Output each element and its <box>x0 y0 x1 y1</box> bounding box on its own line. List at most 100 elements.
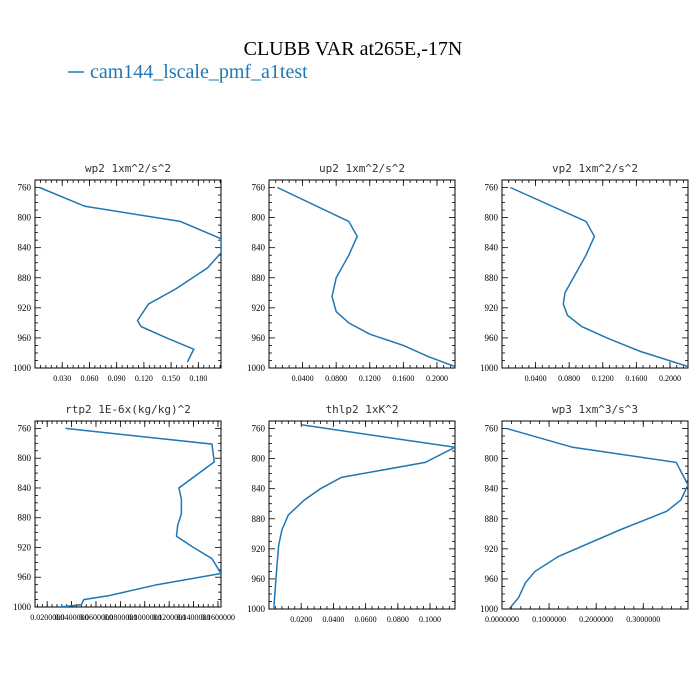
y-tick-label: 880 <box>485 514 499 524</box>
y-tick-label: 800 <box>252 454 266 464</box>
y-tick-label: 960 <box>18 333 32 343</box>
x-tick-label: 0.1400000 <box>177 613 211 622</box>
x-tick-label: 0.0200000 <box>30 613 64 622</box>
x-tick-label: 0.3000000 <box>626 615 660 624</box>
x-tick-label: 0.0400 <box>322 615 344 624</box>
panel-4: rtp2 1E-6x(kg/kg)^2 760 800 840 880 920 960 100… <box>13 403 235 622</box>
series-line <box>510 186 688 368</box>
y-tick-label: 880 <box>485 273 499 283</box>
x-tick-label: 0.120 <box>135 374 153 383</box>
y-tick-label: 800 <box>485 454 499 464</box>
series-line <box>39 186 221 363</box>
panel-3: vp2 1xm^2/s^2 760 800 840 880 920 960 1000 0.040… <box>480 162 689 383</box>
x-tick-label: 0.150 <box>162 374 180 383</box>
y-tick-label: 840 <box>485 243 499 253</box>
y-tick-label: 840 <box>252 243 266 253</box>
y-tick-label: 760 <box>485 183 499 193</box>
x-tick-label: 0.0600 <box>355 615 377 624</box>
x-tick-label: 0.0800 <box>387 615 409 624</box>
y-tick-label: 1000 <box>480 604 499 614</box>
panel-1: wp2 1xm^2/s^2 760 800 840 880 920 960 1000 0.030… <box>13 162 222 383</box>
y-tick-label: 960 <box>252 574 266 584</box>
y-tick-label: 840 <box>18 483 32 493</box>
y-tick-label: 880 <box>252 514 266 524</box>
y-tick-label: 800 <box>485 213 499 223</box>
plot-frame <box>268 420 456 610</box>
panel-title: vp2 1xm^2/s^2 <box>552 162 638 175</box>
series-line <box>59 427 221 607</box>
y-tick-label: 800 <box>18 453 32 463</box>
plot-frame <box>34 420 222 608</box>
series-line <box>273 424 455 609</box>
x-tick-label: 0.1000000 <box>128 613 162 622</box>
x-tick-label: 0.0400 <box>292 374 314 383</box>
y-tick-label: 840 <box>252 484 266 494</box>
x-tick-label: 0.1600 <box>392 374 414 383</box>
x-tick-label: 0.060 <box>80 374 98 383</box>
series-line <box>506 427 688 609</box>
y-tick-label: 1000 <box>13 602 32 612</box>
y-tick-label: 800 <box>252 213 266 223</box>
y-tick-label: 960 <box>18 572 32 582</box>
x-tick-label: 0.0800000 <box>103 613 137 622</box>
figure-title: CLUBB VAR at265E,-17N <box>244 38 463 60</box>
panels: wp2 1xm^2/s^2 760 800 840 880 920 960 1000 0.030… <box>13 162 689 624</box>
panel-5: thlp2 1xK^2 760 800 840 880 920 960 1000 0.0200 0… <box>247 403 456 624</box>
y-tick-label: 920 <box>18 303 32 313</box>
panel-title: thlp2 1xK^2 <box>326 403 399 416</box>
x-tick-label: 0.0600000 <box>79 613 113 622</box>
y-tick-label: 880 <box>18 513 32 523</box>
y-tick-label: 760 <box>18 423 32 433</box>
x-tick-label: 0.090 <box>108 374 126 383</box>
x-tick-label: 0.1000000 <box>532 615 566 624</box>
y-tick-label: 960 <box>252 333 266 343</box>
x-tick-label: 0.2000000 <box>579 615 613 624</box>
x-tick-label: 0.0200 <box>290 615 312 624</box>
x-tick-label: 0.2000 <box>426 374 448 383</box>
y-tick-label: 920 <box>485 303 499 313</box>
legend-label: cam144_lscale_pmf_a1test <box>90 61 308 83</box>
y-tick-label: 880 <box>252 273 266 283</box>
x-tick-label: 0.0800 <box>325 374 347 383</box>
plot-frame <box>501 420 689 610</box>
panel-title: wp2 1xm^2/s^2 <box>85 162 171 175</box>
y-tick-label: 800 <box>18 213 32 223</box>
x-tick-label: 0.1600000 <box>201 613 235 622</box>
y-tick-label: 960 <box>485 574 499 584</box>
x-tick-label: 0.1200 <box>359 374 381 383</box>
y-tick-label: 840 <box>18 243 32 253</box>
x-tick-label: 0.0400 <box>525 374 547 383</box>
y-tick-label: 1000 <box>247 363 266 373</box>
y-tick-label: 1000 <box>247 604 266 614</box>
x-tick-label: 0.1600 <box>625 374 647 383</box>
y-tick-label: 760 <box>252 183 266 193</box>
x-tick-label: 0.180 <box>189 374 207 383</box>
panel-title: wp3 1xm^3/s^3 <box>552 403 638 416</box>
y-tick-label: 920 <box>252 544 266 554</box>
x-tick-label: 0.2000 <box>659 374 681 383</box>
plot-frame <box>268 179 456 369</box>
x-tick-label: 0.0800 <box>558 374 580 383</box>
y-tick-label: 920 <box>252 303 266 313</box>
y-tick-label: 920 <box>18 542 32 552</box>
x-tick-label: 0.0000000 <box>485 615 519 624</box>
x-tick-label: 0.1200000 <box>152 613 186 622</box>
y-tick-label: 920 <box>485 544 499 554</box>
x-tick-label: 0.1200 <box>592 374 614 383</box>
panel-title: rtp2 1E-6x(kg/kg)^2 <box>65 403 191 416</box>
plot-frame <box>34 179 222 369</box>
y-tick-label: 960 <box>485 333 499 343</box>
panel-title: up2 1xm^2/s^2 <box>319 162 405 175</box>
y-tick-label: 880 <box>18 273 32 283</box>
y-tick-label: 840 <box>485 484 499 494</box>
x-tick-label: 0.0400000 <box>55 613 89 622</box>
panel-2: up2 1xm^2/s^2 760 800 840 880 920 960 1000 0.040… <box>247 162 456 383</box>
series-line <box>277 186 455 368</box>
y-tick-label: 760 <box>485 424 499 434</box>
plot-frame <box>501 179 689 369</box>
x-tick-label: 0.1000 <box>419 615 441 624</box>
y-tick-label: 760 <box>18 183 32 193</box>
y-tick-label: 1000 <box>480 363 499 373</box>
y-tick-label: 760 <box>252 424 266 434</box>
